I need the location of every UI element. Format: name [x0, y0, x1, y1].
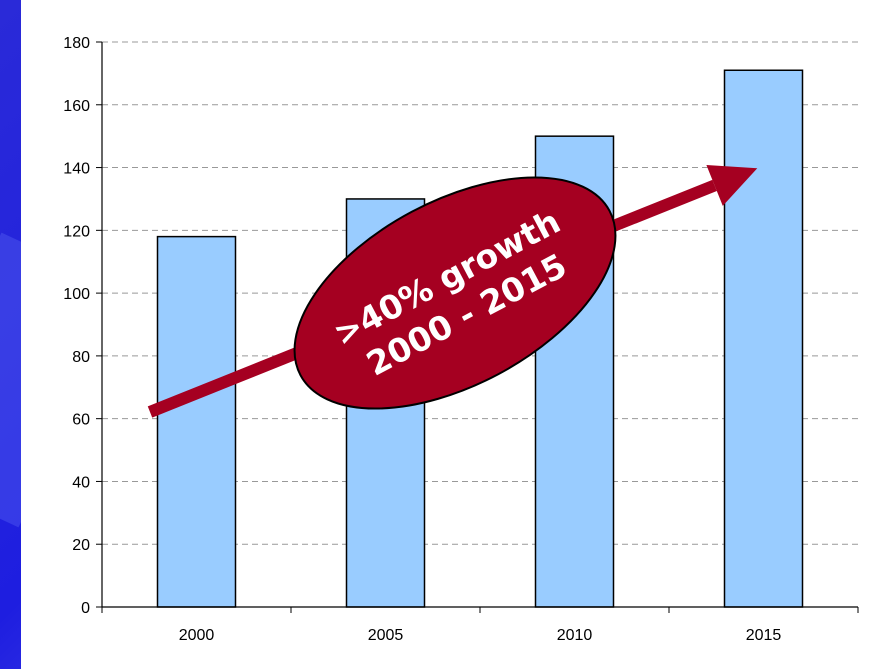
x-tick-label-2005: 2005 [368, 627, 404, 644]
y-tick-label-60: 60 [72, 412, 90, 429]
growth-annotation: >40% growth 2000 - 2015 [147, 164, 758, 418]
y-tick-label-100: 100 [63, 286, 90, 303]
x-axis-ticks: 2000 2005 2010 2015 [101, 607, 859, 644]
growth-arrow-head [706, 164, 758, 206]
bar-2000 [156, 235, 237, 608]
y-tick-label-0: 0 [81, 600, 90, 617]
y-tick-label-20: 20 [72, 537, 90, 554]
y-axis-ticks: 0 20 40 60 80 100 120 140 160 180 [63, 35, 102, 617]
y-tick-label-120: 120 [63, 223, 90, 240]
y-tick-label-160: 160 [63, 98, 90, 115]
y-tick-label-140: 140 [63, 161, 90, 178]
x-tick-label-2015: 2015 [746, 627, 782, 644]
x-tick-label-2000: 2000 [179, 627, 215, 644]
growth-callout-ellipse [293, 176, 617, 410]
x-tick-label-2010: 2010 [557, 627, 593, 644]
bar-2015 [723, 69, 804, 608]
y-tick-label-80: 80 [72, 349, 90, 366]
y-tick-label-40: 40 [72, 474, 90, 491]
y-tick-label-180: 180 [63, 35, 90, 52]
